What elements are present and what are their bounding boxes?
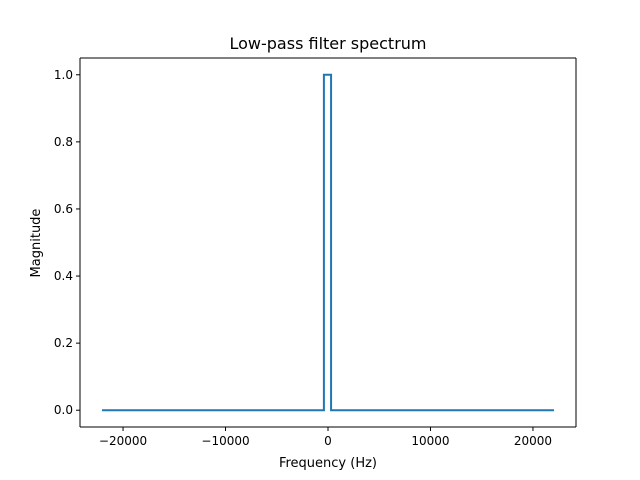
x-tick-label: −20000: [99, 434, 147, 448]
x-axis-ticks: −20000 −10000 0 10000 20000: [99, 427, 552, 448]
x-axis-label: Frequency (Hz): [279, 456, 377, 471]
x-tick-label: 20000: [514, 434, 552, 448]
series-layer: [102, 73, 554, 412]
chart-title: Low-pass filter spectrum: [229, 34, 426, 53]
x-tick-label: −10000: [201, 434, 249, 448]
y-axis-ticks: 0.0 0.2 0.4 0.6 0.8 1.0: [54, 68, 80, 417]
y-tick-label: 0.4: [54, 269, 73, 283]
y-tick-label: 0.2: [54, 336, 73, 350]
x-tick-label: 10000: [411, 434, 449, 448]
y-tick-label: 1.0: [54, 68, 73, 82]
series-line-0: [102, 73, 554, 412]
plot-area: [80, 58, 576, 427]
y-tick-label: 0.0: [54, 403, 73, 417]
y-axis-label: Magnitude: [29, 209, 44, 278]
y-tick-label: 0.8: [54, 135, 73, 149]
y-tick-label: 0.6: [54, 202, 73, 216]
x-tick-label: 0: [324, 434, 332, 448]
